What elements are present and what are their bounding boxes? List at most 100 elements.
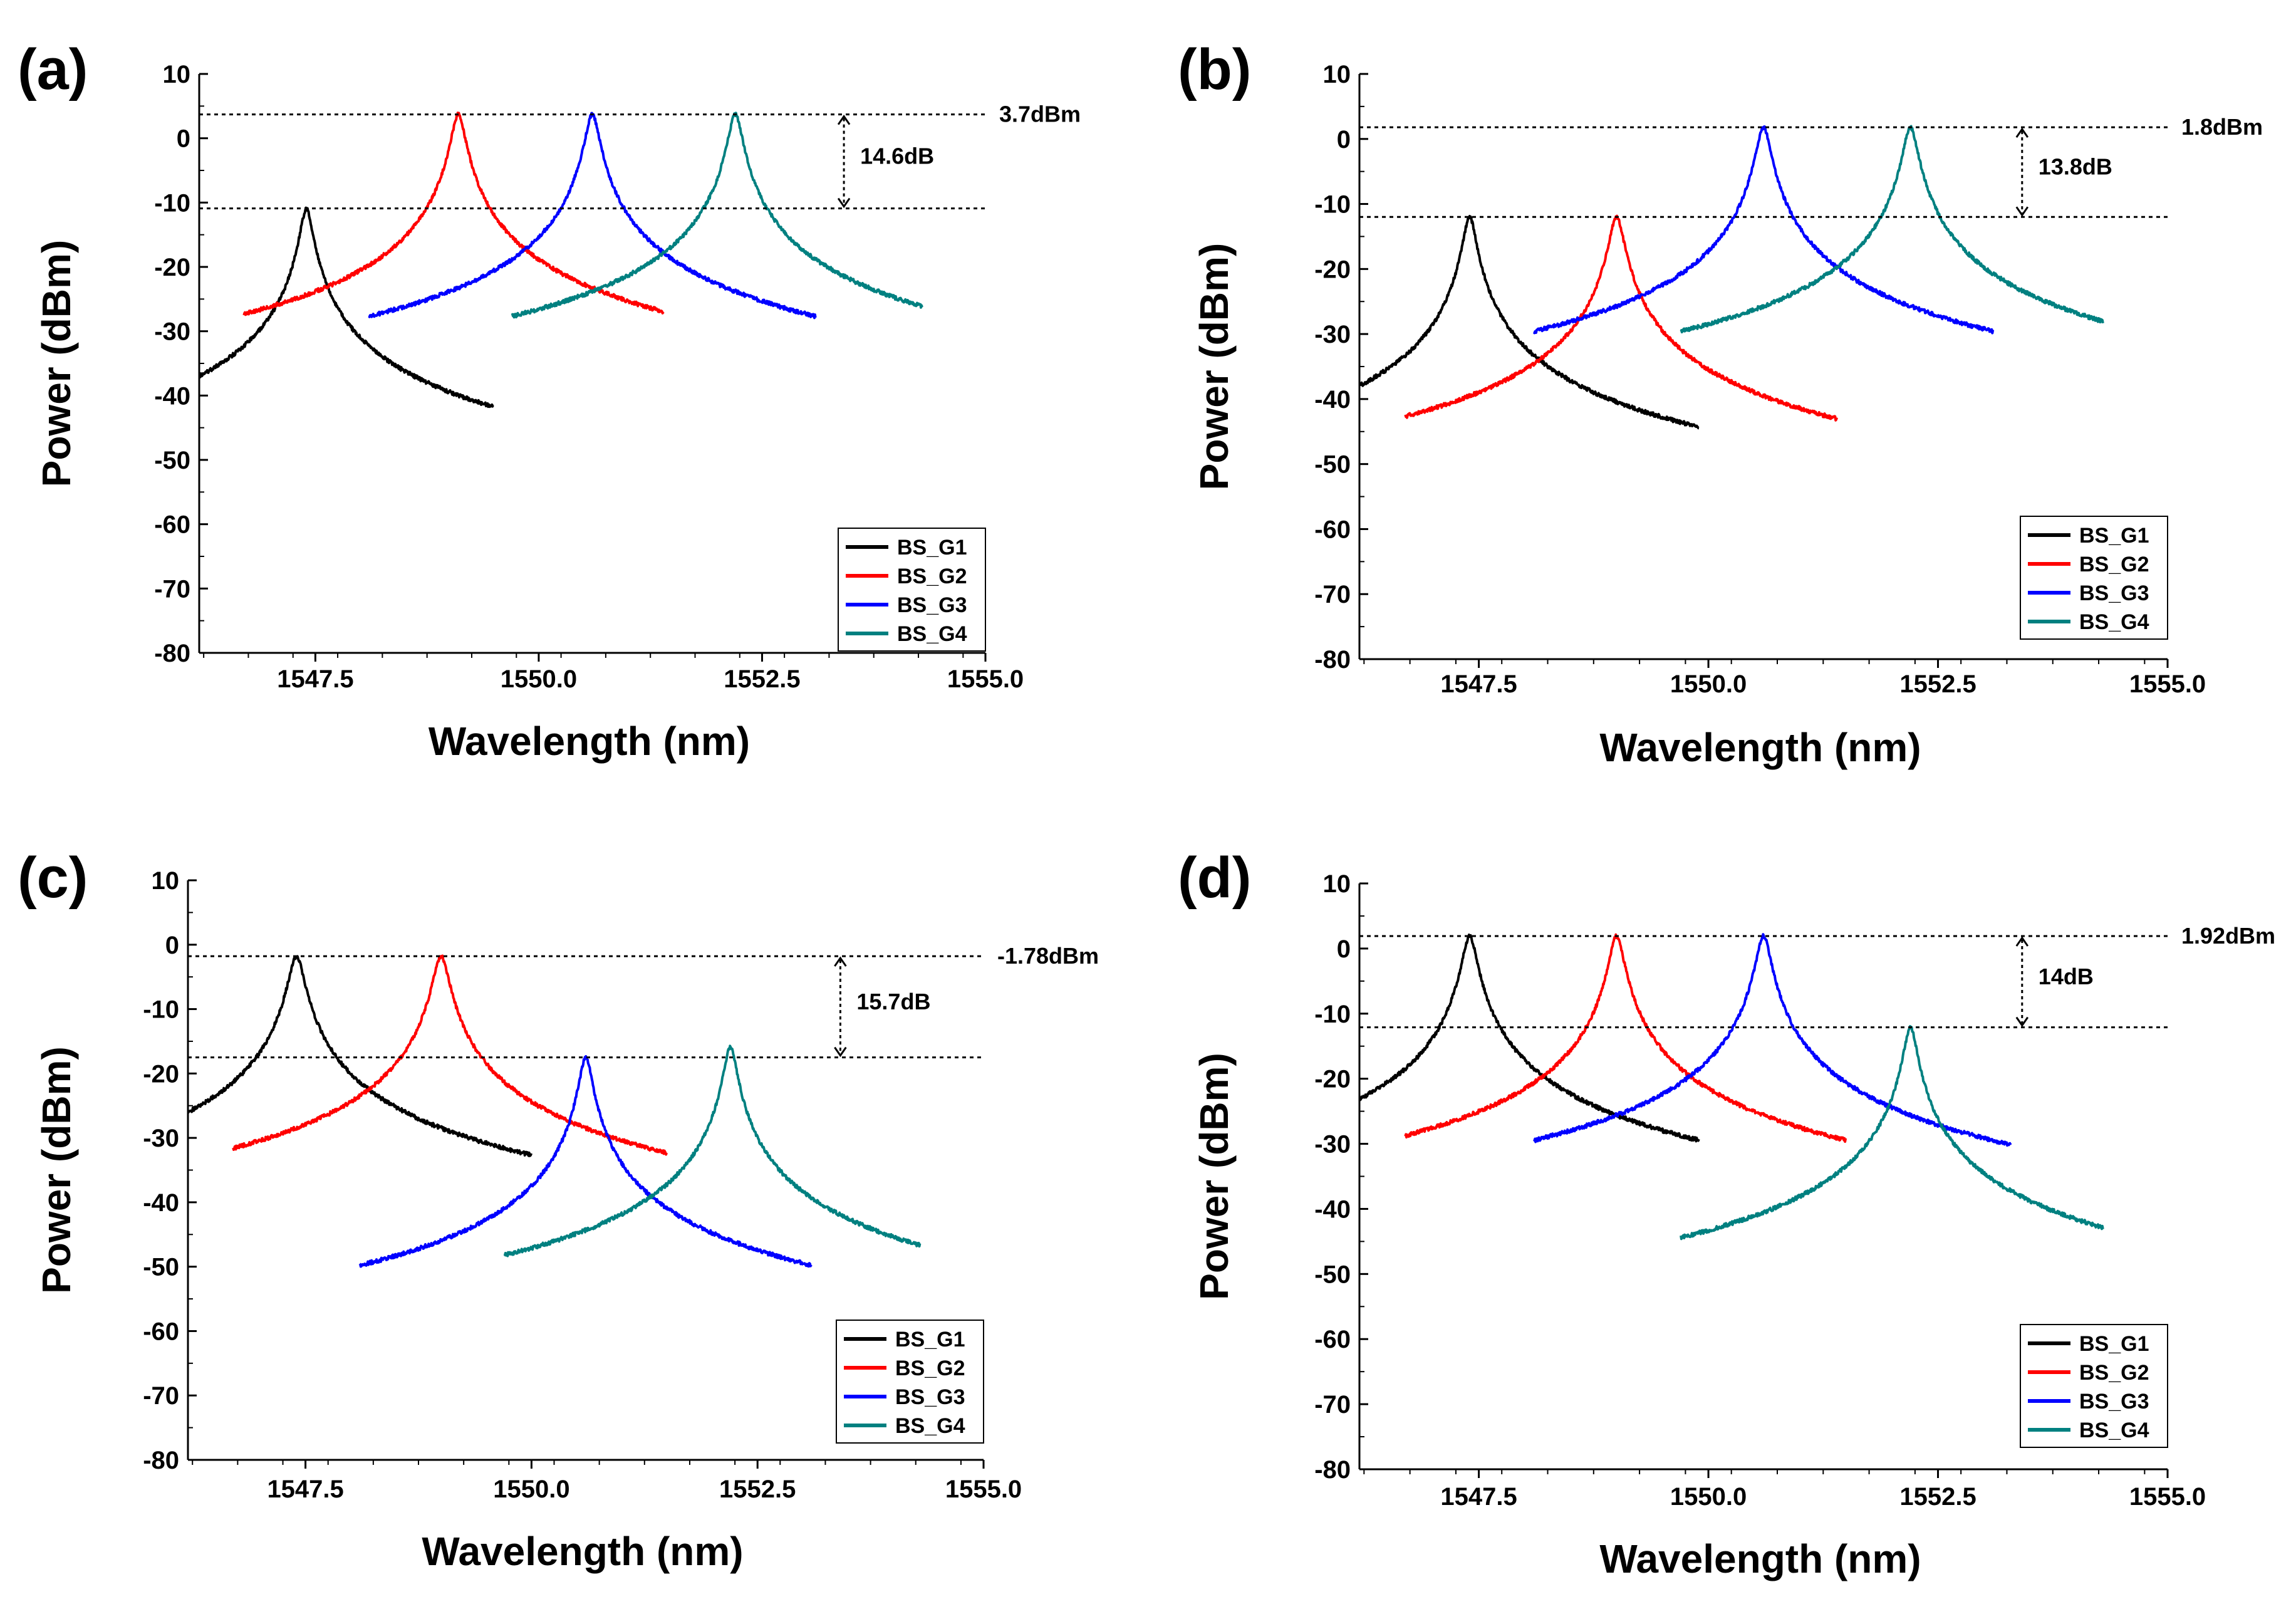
y-tick-label: -80 xyxy=(1314,646,1351,674)
x-axis-title: Wavelength (nm) xyxy=(422,1529,743,1574)
y-tick-label: 0 xyxy=(177,125,190,153)
x-tick-label: 1547.5 xyxy=(1440,1483,1517,1511)
legend-label-BS_G1: BS_G1 xyxy=(2079,524,2149,548)
series-line-BS_G4 xyxy=(511,112,924,319)
upper-level-label: 1.8dBm xyxy=(2181,114,2263,140)
y-tick-label: -20 xyxy=(1314,256,1351,283)
series-line-BS_G4 xyxy=(503,1044,922,1257)
y-tick-label: -40 xyxy=(143,1189,179,1217)
y-tick-label: -50 xyxy=(1314,451,1351,479)
y-tick-label: 10 xyxy=(1323,870,1351,898)
delta-label: 13.8dB xyxy=(2039,154,2112,180)
upper-level-label: -1.78dBm xyxy=(997,943,1099,969)
legend: BS_G1 BS_G2 BS_G3 BS_G4 xyxy=(836,1320,984,1444)
plot-area xyxy=(199,112,924,409)
x-tick-label: 1550.0 xyxy=(493,1476,569,1503)
x-tick-label: 1547.5 xyxy=(267,1476,343,1503)
y-tick-label: -30 xyxy=(1314,1131,1351,1158)
x-tick-label: 1552.5 xyxy=(719,1476,796,1503)
x-tick-label: 1555.0 xyxy=(2129,670,2206,698)
series-line-BS_G1 xyxy=(1359,214,1700,430)
y-tick-label: -60 xyxy=(1314,516,1351,543)
arrow-head-up xyxy=(2015,127,2029,138)
y-tick-label: -40 xyxy=(154,382,190,410)
series-line-BS_G1 xyxy=(1359,933,1700,1143)
y-axis-title: Power (dBm) xyxy=(1192,243,1237,491)
series-line-BS_G3 xyxy=(358,1054,813,1268)
panel-label: (a) xyxy=(18,38,88,102)
chart-panel-d: 10 0 -10 -20 -30 -40 -50 -60 -70 -80 1547.5 1550.0 1… xyxy=(1178,846,2275,1581)
upper-level-label: 1.92dBm xyxy=(2181,923,2275,949)
y-tick-label: -70 xyxy=(1314,581,1351,608)
legend-label-BS_G1: BS_G1 xyxy=(897,536,967,560)
x-tick-label: 1550.0 xyxy=(501,665,577,693)
y-tick-label: -20 xyxy=(143,1060,179,1088)
y-tick-label: -50 xyxy=(1314,1261,1351,1288)
y-tick-label: -80 xyxy=(1314,1456,1351,1484)
x-tick-label: 1550.0 xyxy=(1670,1483,1747,1511)
panel-label: (d) xyxy=(1178,846,1251,910)
y-tick-label: 10 xyxy=(163,61,191,88)
legend-label-BS_G4: BS_G4 xyxy=(2079,610,2149,634)
legend-box xyxy=(2020,1324,2168,1448)
legend-label-BS_G3: BS_G3 xyxy=(2079,1390,2149,1414)
y-axis-title: Power (dBm) xyxy=(34,1046,79,1294)
legend-label-BS_G3: BS_G3 xyxy=(897,593,967,617)
series-line-BS_G3 xyxy=(1532,125,1995,335)
y-tick-label: 0 xyxy=(1337,126,1351,154)
legend-label-BS_G3: BS_G3 xyxy=(895,1385,965,1409)
y-tick-label: -30 xyxy=(1314,321,1351,348)
y-tick-label: -70 xyxy=(154,575,190,603)
y-tick-label: -20 xyxy=(1314,1066,1351,1093)
arrow-head-up xyxy=(834,956,847,967)
series-line-BS_G2 xyxy=(1404,933,1847,1143)
legend-label-BS_G4: BS_G4 xyxy=(895,1414,965,1438)
arrow-head-down xyxy=(2015,1016,2029,1028)
delta-label: 14.6dB xyxy=(860,143,934,169)
series-line-BS_G1 xyxy=(188,955,532,1157)
series-line-BS_G4 xyxy=(1680,125,2104,334)
delta-label: 15.7dB xyxy=(856,989,930,1014)
legend-label-BS_G2: BS_G2 xyxy=(895,1356,965,1380)
legend: BS_G1 BS_G2 BS_G3 BS_G4 xyxy=(2020,1324,2168,1448)
x-axis-title: Wavelength (nm) xyxy=(1599,725,1921,770)
x-tick-label: 1552.5 xyxy=(1899,670,1976,698)
plot-area xyxy=(1359,125,2104,430)
y-tick-label: -30 xyxy=(154,318,190,346)
legend-label-BS_G1: BS_G1 xyxy=(2079,1332,2149,1356)
series-line-BS_G4 xyxy=(1680,1025,2104,1241)
delta-label: 14dB xyxy=(2039,964,2094,989)
y-tick-label: -10 xyxy=(154,189,190,217)
y-tick-label: -20 xyxy=(154,254,190,281)
legend-label-BS_G2: BS_G2 xyxy=(2079,1361,2149,1385)
legend-label-BS_G2: BS_G2 xyxy=(2079,553,2149,576)
arrow-head-down xyxy=(2015,206,2029,217)
legend: BS_G1 BS_G2 BS_G3 BS_G4 xyxy=(838,528,986,652)
y-tick-label: -60 xyxy=(143,1318,179,1345)
legend-label-BS_G4: BS_G4 xyxy=(897,622,967,646)
panel-label: (c) xyxy=(18,846,88,910)
y-tick-label: 0 xyxy=(1337,935,1351,963)
x-tick-label: 1555.0 xyxy=(945,1476,1022,1503)
y-tick-label: -40 xyxy=(1314,386,1351,414)
y-tick-label: -80 xyxy=(154,640,190,667)
arrow-head-down xyxy=(837,197,851,209)
y-tick-label: -50 xyxy=(154,447,190,474)
legend-label-BS_G4: BS_G4 xyxy=(2079,1419,2149,1442)
series-line-BS_G3 xyxy=(1533,933,2012,1147)
x-tick-label: 1550.0 xyxy=(1670,670,1747,698)
x-tick-label: 1552.5 xyxy=(1899,1483,1976,1511)
legend: BS_G1 BS_G2 BS_G3 BS_G4 xyxy=(2020,516,2168,640)
y-tick-label: -80 xyxy=(143,1447,179,1474)
y-tick-label: -70 xyxy=(143,1382,179,1410)
arrow-head-down xyxy=(834,1046,847,1058)
plot-area xyxy=(1359,933,2104,1241)
series-line-BS_G2 xyxy=(1404,214,1838,422)
y-axis-title: Power (dBm) xyxy=(1192,1053,1237,1300)
y-tick-label: -60 xyxy=(1314,1326,1351,1353)
chart-panel-c: 10 0 -10 -20 -30 -40 -50 -60 -70 -80 1547.5 1550.0 1… xyxy=(18,846,1099,1574)
x-tick-label: 1547.5 xyxy=(1440,670,1517,698)
x-tick-label: 1547.5 xyxy=(277,665,353,693)
series-line-BS_G1 xyxy=(199,206,494,409)
